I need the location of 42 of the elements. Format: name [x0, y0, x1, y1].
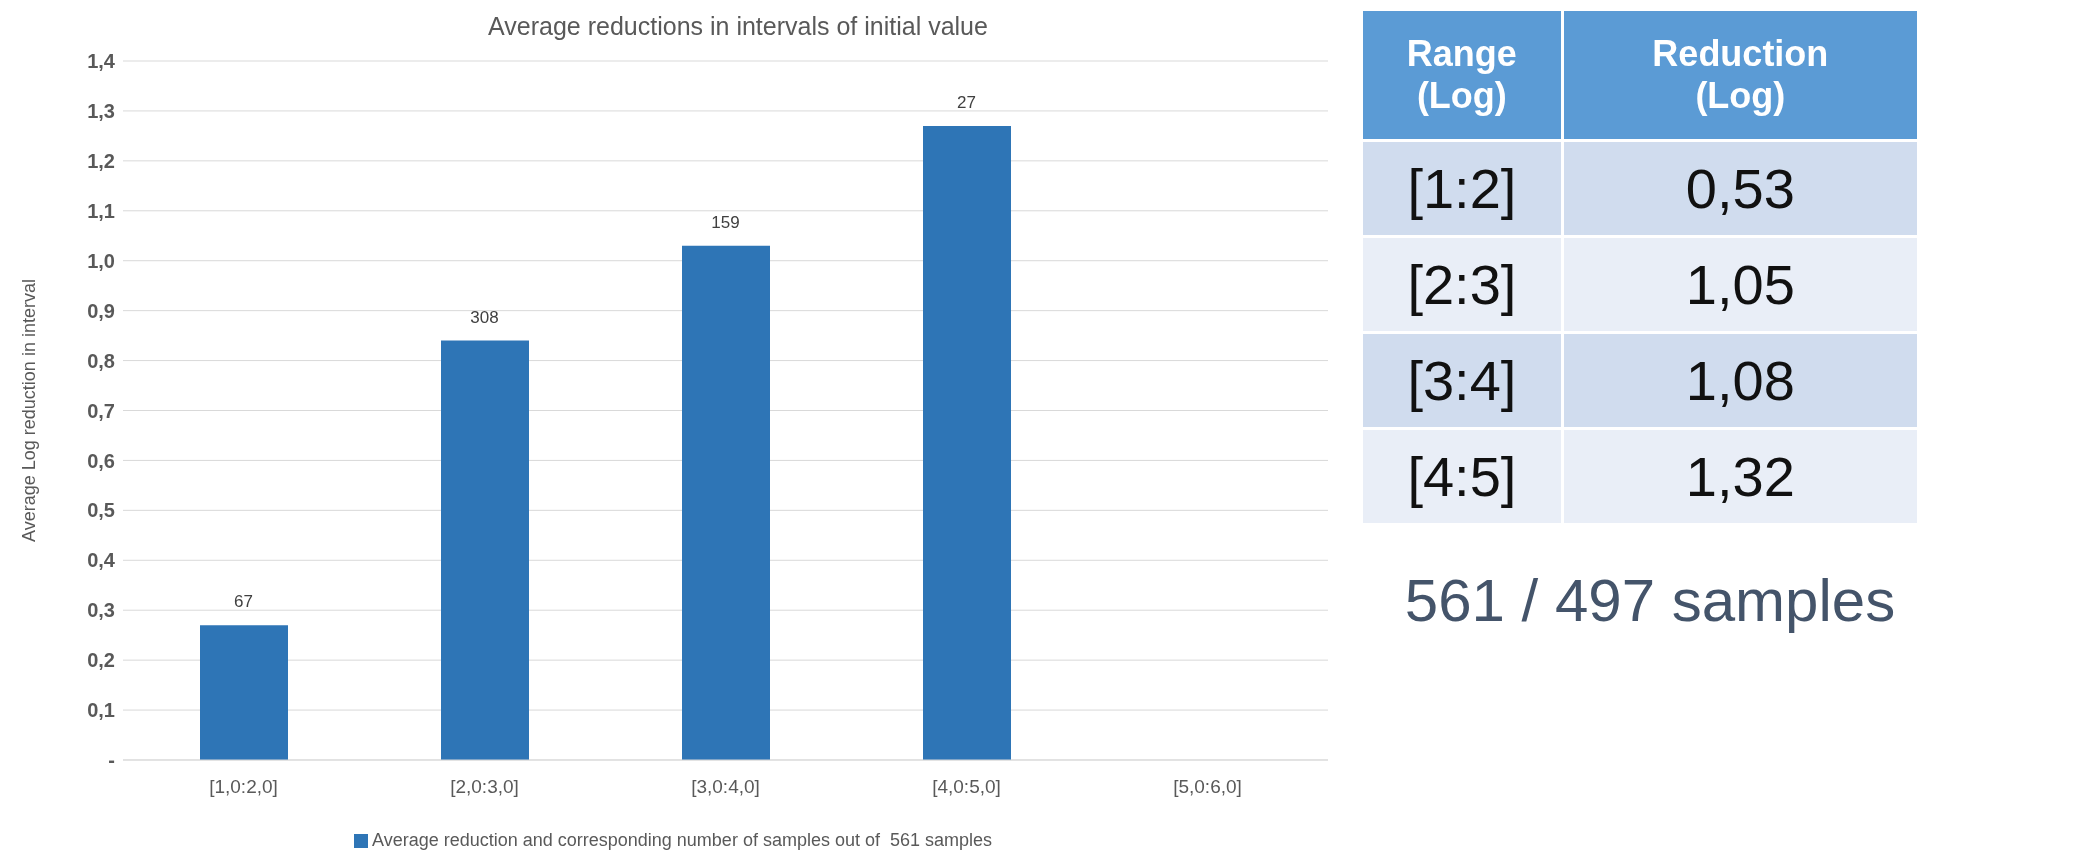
category-label: [1:2] [1361, 140, 1563, 237]
bar [200, 625, 288, 760]
y-tick-label: 1,1 [87, 199, 115, 222]
text: 561 / 497 samples [1403, 566, 1897, 635]
y-tick-label: 0,3 [87, 599, 115, 622]
annotation: 27 [957, 92, 976, 112]
bar [682, 245, 770, 760]
category-label: [3:4] [1361, 332, 1563, 429]
text: Range (Log) [1405, 33, 1518, 117]
bar [923, 125, 1011, 760]
legend-label: Average reduction and corresponding number of samples out of 561 samples [371, 830, 993, 850]
y-axis-title: Average Log reduction in interval [19, 279, 40, 542]
y-tick-label: 0,5 [87, 499, 115, 522]
y-tick-label: 0,6 [87, 449, 115, 472]
text: 0,53 [1685, 157, 1795, 220]
y-tick-label: 1,4 [87, 50, 116, 73]
x-tick-label: [3,0:4,0] [691, 776, 760, 798]
text: 1,05 [1685, 253, 1795, 316]
category-label: [4:5] [1361, 428, 1563, 525]
y-tick-label: 0,7 [87, 399, 115, 422]
bar [441, 340, 529, 760]
text: 1,32 [1685, 445, 1795, 508]
y-tick-label: 0,2 [87, 649, 115, 672]
x-tick-label: [1,0:2,0] [209, 776, 278, 798]
y-tick-label: 0,8 [87, 349, 115, 372]
x-tick-label: [2,0:3,0] [450, 776, 519, 798]
chart-title: Average reductions in intervals of initial value [487, 12, 989, 41]
y-tick-label: - [108, 749, 115, 772]
category-label: [2:3] [1361, 236, 1563, 333]
y-tick-label: 1,3 [87, 100, 115, 123]
annotation: 67 [234, 592, 253, 612]
text: 1,08 [1685, 349, 1795, 412]
y-tick-label: 1,0 [87, 249, 115, 272]
annotation: 308 [470, 307, 499, 327]
annotation: 159 [711, 212, 740, 232]
y-tick-label: 1,2 [87, 149, 115, 172]
text: Reduction (Log) [1651, 33, 1830, 117]
y-tick-label: 0,1 [87, 699, 115, 722]
x-tick-label: [5,0:6,0] [1173, 776, 1242, 798]
x-tick-label: [4,0:5,0] [932, 776, 1001, 798]
y-tick-label: 0,9 [87, 299, 115, 322]
y-tick-label: 0,4 [87, 549, 116, 572]
